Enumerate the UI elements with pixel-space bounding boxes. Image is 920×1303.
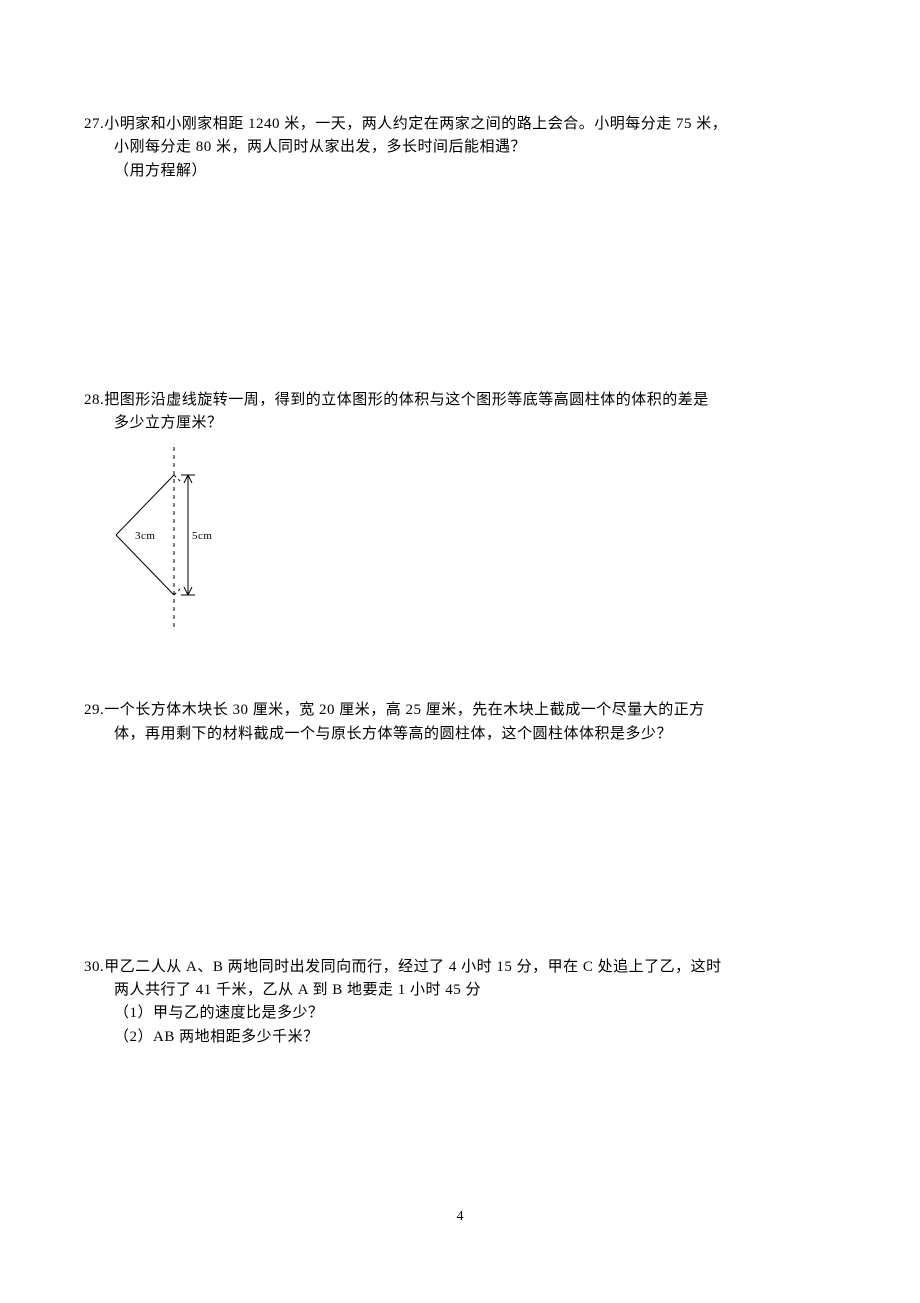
question-29: 29.一个长方体木块长 30 厘米，宽 20 厘米，高 25 厘米，先在木块上截…	[84, 699, 836, 746]
q28-text1: 把图形沿虚线旋转一周，得到的立体图形的体积与这个图形等底等高圆柱体的体积的差是	[104, 392, 709, 408]
rhombus-top-left	[116, 475, 174, 535]
q28-line2: 多少立方厘米？	[84, 412, 836, 435]
q27-line1: 27.小明家和小刚家相距 1240 米，一天，两人约定在两家之间的路上会合。小明…	[84, 113, 836, 136]
rhombus-top-right-hint	[174, 475, 180, 481]
q27-line2: 小刚每分走 80 米，两人同时从家出发，多长时间后能相遇？	[84, 136, 836, 159]
q28-number: 28.	[84, 392, 104, 408]
q30-line1: 30.甲乙二人从 A、B 两地同时出发同向而行，经过了 4 小时 15 分，甲在…	[84, 956, 836, 979]
q27-line3: （用方程解）	[84, 160, 836, 183]
q29-text1: 一个长方体木块长 30 厘米，宽 20 厘米，高 25 厘米，先在木块上截成一个…	[104, 702, 705, 718]
q30-number: 30.	[84, 959, 104, 975]
height-arrow-top-l	[184, 475, 188, 483]
q29-number: 29.	[84, 702, 104, 718]
q29-line1: 29.一个长方体木块长 30 厘米，宽 20 厘米，高 25 厘米，先在木块上截…	[84, 699, 836, 722]
question-27: 27.小明家和小刚家相距 1240 米，一天，两人约定在两家之间的路上会合。小明…	[84, 113, 836, 183]
q27-text1: 小明家和小刚家相距 1240 米，一天，两人约定在两家之间的路上会合。小明每分走…	[104, 116, 727, 132]
rhombus-bottom-right-hint	[174, 589, 180, 595]
height-arrow-bot-r	[188, 587, 192, 595]
rhombus-bottom-left	[116, 535, 174, 595]
q30-text1: 甲乙二人从 A、B 两地同时出发同向而行，经过了 4 小时 15 分，甲在 C …	[104, 959, 721, 975]
q28-line1: 28.把图形沿虚线旋转一周，得到的立体图形的体积与这个图形等底等高圆柱体的体积的…	[84, 389, 836, 412]
q30-line4: （2）AB 两地相距多少千米？	[84, 1026, 836, 1049]
question-30: 30.甲乙二人从 A、B 两地同时出发同向而行，经过了 4 小时 15 分，甲在…	[84, 956, 836, 1049]
q28-diagram: 3cm 5cm	[106, 447, 836, 627]
height-arrow-top-r	[188, 475, 192, 483]
q27-number: 27.	[84, 116, 104, 132]
question-28: 28.把图形沿虚线旋转一周，得到的立体图形的体积与这个图形等底等高圆柱体的体积的…	[84, 389, 836, 628]
width-label: 3cm	[135, 530, 155, 542]
height-label: 5cm	[192, 530, 212, 542]
q29-line2: 体，再用剩下的材料截成一个与原长方体等高的圆柱体，这个圆柱体体积是多少？	[84, 723, 836, 746]
page-number: 4	[0, 1209, 920, 1225]
rotation-diagram-svg: 3cm 5cm	[106, 447, 236, 627]
height-arrow-bot-l	[184, 587, 188, 595]
q30-line2: 两人共行了 41 千米，乙从 A 到 B 地要走 1 小时 45 分	[84, 979, 836, 1002]
page-content: 27.小明家和小刚家相距 1240 米，一天，两人约定在两家之间的路上会合。小明…	[0, 0, 920, 1049]
q30-line3: （1）甲与乙的速度比是多少？	[84, 1002, 836, 1025]
